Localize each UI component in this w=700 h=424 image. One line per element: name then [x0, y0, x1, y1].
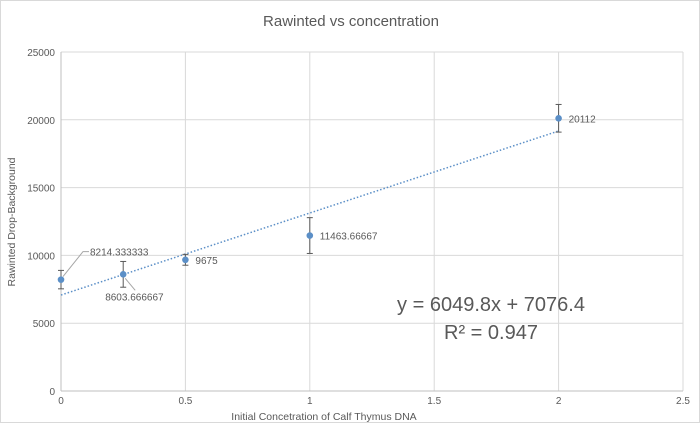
y-tick-label: 5000 — [33, 319, 56, 330]
data-label: 11463.66667 — [320, 232, 378, 243]
data-point — [182, 256, 189, 264]
data-point — [306, 232, 314, 239]
x-axis-label: Initial Concetration of Calf Thymus DNA — [231, 411, 416, 423]
x-tick-label: 2.5 — [676, 396, 690, 407]
data-point — [57, 276, 65, 283]
x-tick-label: 1.5 — [427, 396, 441, 407]
y-tick-label: 20000 — [27, 116, 55, 127]
data-label: 9675 — [195, 256, 218, 267]
chart-title: Rawinted vs concentration — [263, 13, 439, 30]
data-label: 8603.666667 — [105, 292, 164, 303]
trendline-equation: y = 6049.8x + 7076.4 — [397, 294, 585, 316]
y-axis-label: Rawinted Drop-Background — [6, 157, 18, 286]
trendline-r-squared: R² = 0.947 — [444, 322, 538, 344]
data-label: 20112 — [569, 114, 597, 125]
data-point — [555, 114, 562, 122]
y-tick-label: 15000 — [27, 184, 55, 195]
data-point — [119, 271, 127, 278]
label-leader-line — [124, 278, 136, 291]
x-tick-label: 2 — [556, 396, 562, 407]
data-label: 8214.333333 — [90, 248, 149, 259]
x-tick-label: 0.5 — [178, 396, 192, 407]
x-tick-label: 1 — [307, 396, 313, 407]
label-leader-line — [62, 251, 89, 277]
x-tick-label: 0 — [58, 396, 64, 407]
y-tick-label: 25000 — [27, 48, 55, 59]
y-tick-label: 10000 — [27, 251, 55, 262]
y-tick-label: 0 — [49, 387, 55, 398]
